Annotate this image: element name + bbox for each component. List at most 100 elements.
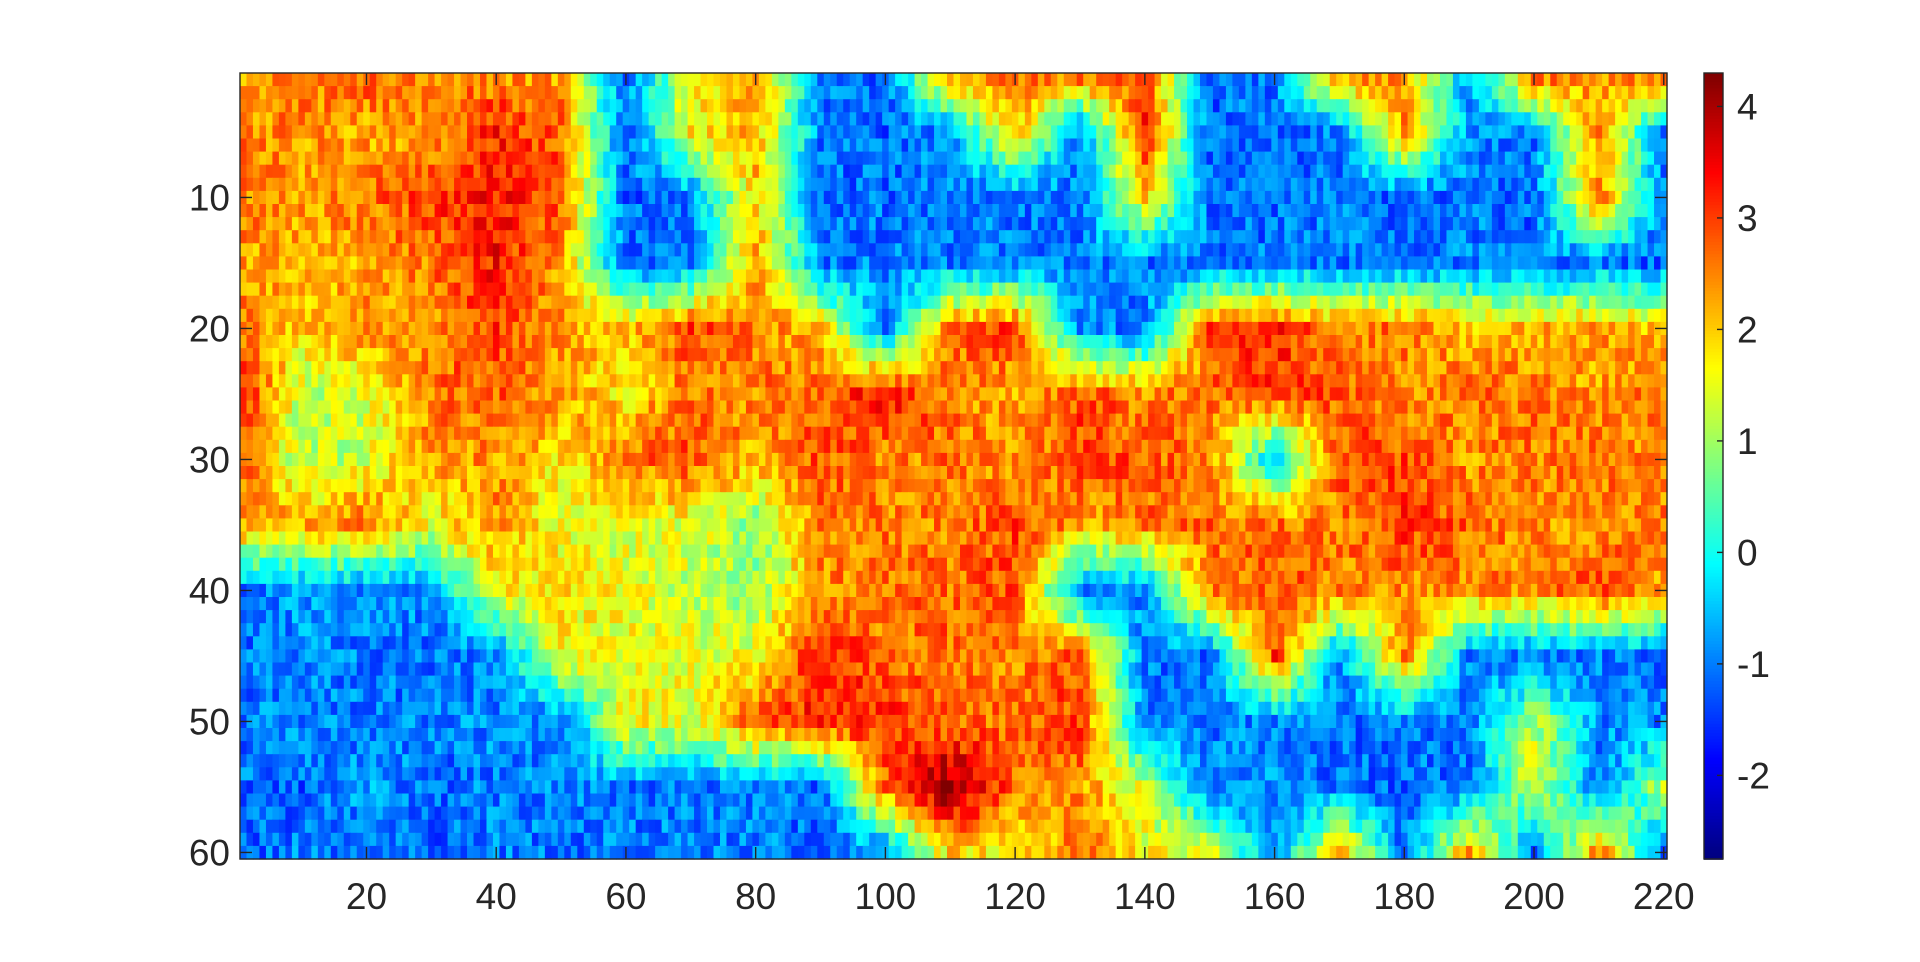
heatmap-cell xyxy=(661,151,669,166)
heatmap-cell xyxy=(1634,335,1642,349)
heatmap-cell xyxy=(583,230,591,244)
heatmap-cell xyxy=(875,295,883,310)
heatmap-cell xyxy=(499,177,507,192)
heatmap-cell xyxy=(1031,361,1039,375)
heatmap-cell xyxy=(1264,243,1272,257)
heatmap-cell xyxy=(1161,177,1169,192)
heatmap-cell xyxy=(875,164,883,179)
heatmap-cell xyxy=(661,190,669,205)
heatmap-cell xyxy=(1193,99,1201,113)
heatmap-cell xyxy=(1582,217,1590,231)
heatmap-cell xyxy=(1303,295,1311,310)
heatmap-cell xyxy=(1375,204,1383,218)
heatmap-cell xyxy=(901,86,909,100)
heatmap-cell xyxy=(1465,177,1474,192)
heatmap-cell xyxy=(1225,348,1234,362)
heatmap-cell xyxy=(1647,308,1655,323)
heatmap-cell xyxy=(713,125,721,140)
heatmap-cell xyxy=(1550,243,1558,257)
heatmap-cell xyxy=(1128,190,1136,205)
heatmap-cell xyxy=(1511,99,1519,113)
heatmap-cell xyxy=(1024,256,1032,271)
heatmap-cell xyxy=(434,164,442,179)
heatmap-cell xyxy=(408,321,416,336)
heatmap-cell xyxy=(1414,269,1422,284)
heatmap-cell xyxy=(914,86,922,100)
heatmap-cell xyxy=(797,177,805,192)
heatmap-cell xyxy=(363,177,371,192)
heatmap-cell xyxy=(1485,269,1493,284)
heatmap-cell xyxy=(389,112,397,126)
heatmap-cell xyxy=(1122,321,1130,336)
heatmap-cell xyxy=(1595,177,1603,192)
heatmap-cell xyxy=(1180,269,1188,284)
heatmap-cell xyxy=(583,73,591,87)
heatmap-cell xyxy=(259,190,267,205)
heatmap-cell xyxy=(421,282,429,297)
heatmap-cell xyxy=(694,282,702,297)
heatmap-cell xyxy=(1381,256,1389,271)
heatmap-cell xyxy=(1219,164,1227,179)
heatmap-cell xyxy=(810,256,818,271)
heatmap-cell xyxy=(1206,125,1214,140)
heatmap-cell xyxy=(1589,282,1597,297)
heatmap-cell xyxy=(525,164,533,179)
heatmap-cell xyxy=(382,256,390,271)
heatmap-cell xyxy=(492,243,501,257)
heatmap-cell xyxy=(629,256,637,271)
heatmap-cell xyxy=(1212,190,1221,205)
heatmap-cell xyxy=(1647,73,1655,87)
heatmap-cell xyxy=(862,164,870,179)
heatmap-cell xyxy=(687,348,695,362)
heatmap-cell xyxy=(778,125,786,140)
heatmap-cell xyxy=(1452,308,1461,323)
heatmap-cell xyxy=(895,151,903,166)
heatmap-cell xyxy=(629,99,637,113)
heatmap-cell xyxy=(1362,177,1370,192)
heatmap-cell xyxy=(707,269,715,284)
heatmap-cell xyxy=(1452,335,1461,349)
heatmap-cell xyxy=(784,99,792,113)
heatmap-cell xyxy=(421,138,429,153)
heatmap-cell xyxy=(1452,217,1461,231)
heatmap-cell xyxy=(629,112,637,126)
heatmap-cell xyxy=(1329,335,1337,349)
heatmap-cell xyxy=(272,230,280,244)
heatmap-cell xyxy=(1427,125,1435,140)
heatmap-cell xyxy=(538,361,546,375)
heatmap-cell xyxy=(875,361,883,375)
heatmap-cell xyxy=(849,321,857,336)
heatmap-cell xyxy=(1018,217,1026,231)
heatmap-cell xyxy=(1109,99,1117,113)
heatmap-cell xyxy=(590,321,598,336)
heatmap-cell xyxy=(1206,204,1214,218)
heatmap-cell xyxy=(1297,177,1305,192)
heatmap-cell xyxy=(1342,243,1350,257)
heatmap-cell xyxy=(1550,125,1558,140)
heatmap-cell xyxy=(849,256,857,271)
heatmap-cell xyxy=(291,86,299,100)
heatmap-cell xyxy=(544,86,552,100)
heatmap-cell xyxy=(953,348,961,362)
heatmap-cell xyxy=(843,361,851,375)
heatmap-cell xyxy=(694,321,702,336)
heatmap-cell xyxy=(1148,230,1156,244)
heatmap-cell xyxy=(758,308,766,323)
heatmap-cell xyxy=(317,151,325,166)
heatmap-cell xyxy=(732,177,741,192)
heatmap-cell xyxy=(1498,269,1506,284)
heatmap-cell xyxy=(681,164,689,179)
heatmap-cell xyxy=(1465,321,1474,336)
heatmap-cell xyxy=(940,295,948,310)
heatmap-cell xyxy=(908,86,916,100)
heatmap-cell xyxy=(745,269,754,284)
heatmap-cell xyxy=(1491,99,1499,113)
heatmap-cell xyxy=(1504,86,1512,100)
heatmap-cell xyxy=(1329,282,1337,297)
heatmap-cell xyxy=(1647,190,1655,205)
heatmap-cell xyxy=(583,361,591,375)
heatmap-cell xyxy=(661,73,669,87)
heatmap-cell xyxy=(1102,151,1110,166)
heatmap-cell xyxy=(240,230,248,244)
heatmap-cell xyxy=(317,282,325,297)
